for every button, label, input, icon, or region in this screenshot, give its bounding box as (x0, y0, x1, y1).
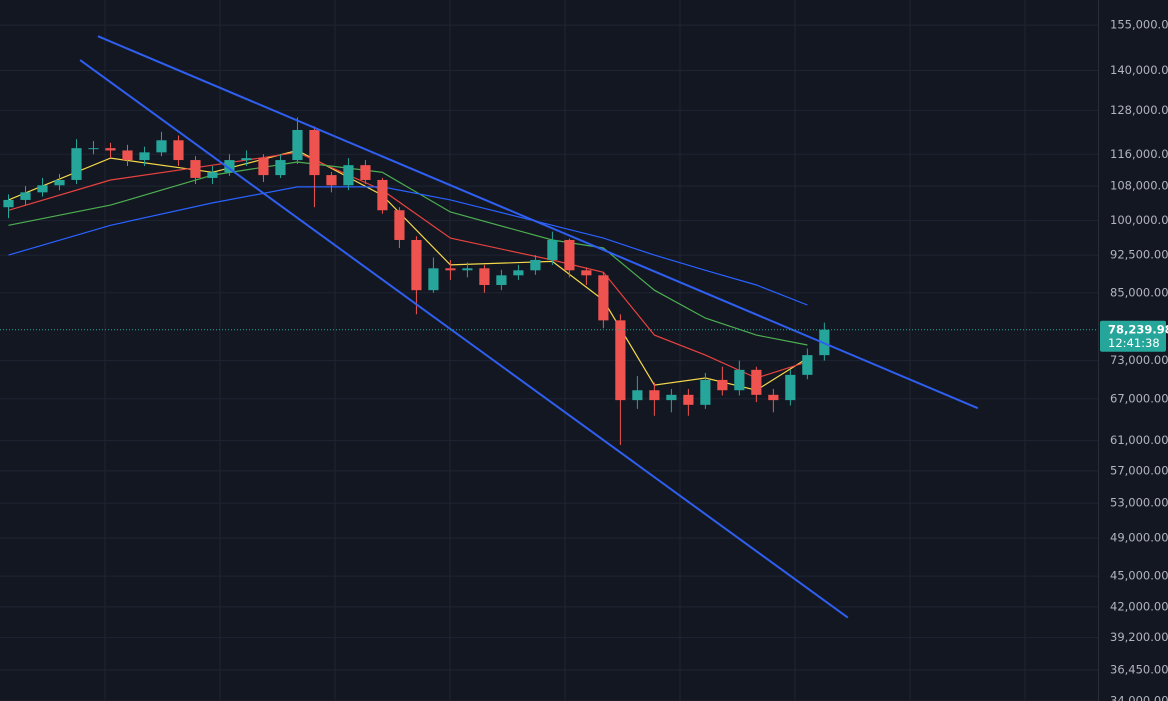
y-tick-label: 42,000.00 (1110, 599, 1168, 613)
y-tick-label: 45,000.00 (1110, 569, 1168, 583)
y-tick-label: 67,000.00 (1110, 391, 1168, 405)
candle-body (615, 320, 626, 401)
candle-body (292, 129, 303, 161)
candle-body (190, 160, 201, 178)
candle-body (88, 148, 99, 150)
candle-body (394, 210, 405, 240)
y-tick-label: 39,200.00 (1110, 630, 1168, 644)
candle-body (411, 239, 422, 291)
candle-body (462, 268, 473, 271)
candle-body (632, 390, 643, 401)
y-tick-label: 116,000.00 (1110, 147, 1168, 161)
y-tick-label: 155,000.00 (1110, 18, 1168, 32)
y-tick-label: 34,000.00 (1110, 694, 1168, 701)
candle-body (445, 268, 456, 271)
candle-body (326, 175, 337, 186)
candle-body (3, 199, 14, 208)
price-tag (1100, 320, 1166, 352)
y-tick-label: 108,000.00 (1110, 179, 1168, 193)
candle-body (734, 369, 745, 391)
y-tick-label: 61,000.00 (1110, 433, 1168, 447)
candle-body (224, 160, 235, 173)
candle-body (105, 148, 116, 151)
candle-body (598, 275, 609, 321)
candle-body (768, 394, 779, 401)
candle-body (173, 140, 184, 161)
candle-body (581, 270, 592, 276)
price-tag-value: 78,239.98 (1108, 323, 1168, 337)
candle-body (71, 148, 82, 180)
plot (0, 35, 1098, 619)
candle-body (360, 165, 371, 180)
y-tick-label: 128,000.00 (1110, 103, 1168, 117)
candle-body (428, 268, 439, 291)
y-tick-label: 140,000.00 (1110, 63, 1168, 77)
candle-body (241, 158, 252, 161)
candle-body (496, 275, 507, 285)
candle-body (802, 355, 813, 375)
candle-body (717, 379, 728, 391)
candle-body (156, 140, 167, 153)
candle-body (377, 179, 388, 211)
candle-body (309, 129, 320, 176)
trendline (97, 35, 979, 410)
candle-body (683, 394, 694, 405)
candle-body (513, 270, 524, 276)
candle-body (564, 239, 575, 271)
grid (0, 0, 1098, 701)
candle-body (139, 152, 150, 161)
candle-body (649, 390, 660, 401)
candle-body (122, 150, 133, 161)
candle-body (37, 185, 48, 193)
candle-body (479, 268, 490, 285)
price-axis: 155,000.00 140,000.00 128,000.00 116,000.00… (1098, 0, 1168, 701)
y-tick-label: 53,000.00 (1110, 496, 1168, 510)
moving-average (8, 186, 808, 306)
candle-body (666, 394, 677, 401)
candle-body (258, 158, 269, 176)
y-tick-label: 92,500.00 (1110, 248, 1168, 262)
candle-body (54, 179, 65, 186)
y-tick-label: 57,000.00 (1110, 463, 1168, 477)
candle-body (275, 160, 286, 176)
candle-body (20, 192, 31, 200)
price-tag-countdown: 12:41:38 (1108, 336, 1160, 350)
y-tick-label: 49,000.00 (1110, 531, 1168, 545)
candle-body (700, 379, 711, 405)
candle-body (751, 369, 762, 395)
y-tick-label: 36,450.00 (1110, 663, 1168, 677)
y-tick-label: 100,000.00 (1110, 213, 1168, 227)
candle-body (207, 172, 218, 178)
candle-body (530, 259, 541, 271)
y-tick-label: 85,000.00 (1110, 285, 1168, 299)
y-tick-label: 73,000.00 (1110, 353, 1168, 367)
candle-body (785, 374, 796, 401)
trendline (79, 59, 849, 619)
candle-body (343, 165, 354, 186)
candle-body (547, 239, 558, 260)
